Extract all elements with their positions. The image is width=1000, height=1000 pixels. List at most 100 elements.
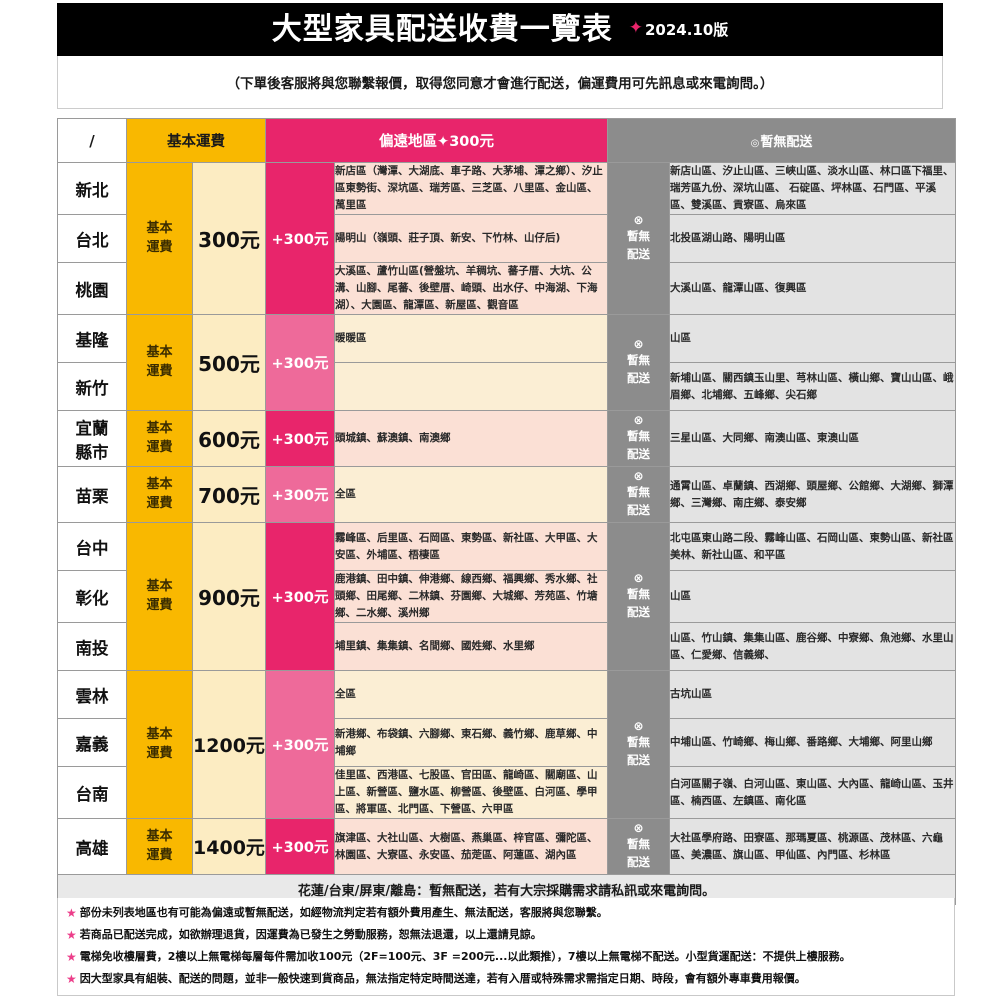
- city-name-cell: 基隆: [57, 314, 127, 363]
- note-text: 部份未列表地區也有可能為偏遠或暫無配送，如經物流判定若有額外費用產生、無法配送，…: [79, 906, 608, 919]
- remote-area-list-cell: 全區: [333, 670, 609, 719]
- star-icon: ★: [66, 971, 77, 986]
- remote-area-list-cell: 頭城鎮、蘇澳鎮、南澳鄉: [333, 410, 609, 467]
- table-row: 新北 基本 運費 300元 +300元 新店區（灣潭、大湖底、車子路、大茅埔、潭之鄉）、汐…: [57, 162, 957, 315]
- table-row: 高雄 基本 運費 1400元 +300元 旗津區、大社山區、大樹區、燕巢區、梓官區、彌陀區…: [57, 818, 957, 875]
- no-delivery-list-cell: 中埔山區、竹崎鄉、梅山鄉、番路鄉、大埔鄉、阿里山鄉: [669, 718, 957, 767]
- table-row: 苗栗 基本 運費 700元 +300元 全區 ⊗ 暫無 配送 通霄山區、卓蘭鎮、西湖鄉、頭屋鄉、公…: [57, 466, 957, 523]
- sparkle-icon: ✦: [628, 18, 643, 38]
- title-bar: 大型家具配送收費一覽表 ✦ 2024.10版: [57, 3, 943, 56]
- base-fee-label-cell: 基本 運費: [126, 466, 193, 523]
- remote-surcharge-cell: +300元: [265, 466, 335, 523]
- notes-block: ★ 部份未列表地區也有可能為偏遠或暫無配送，如經物流判定若有額外費用產生、無法配送…: [57, 898, 955, 996]
- no-delivery-list-cell: 北投區湖山路、陽明山區: [669, 214, 957, 263]
- star-icon: ★: [66, 906, 77, 920]
- no-delivery-text2: 配送: [627, 854, 651, 869]
- city-name-cell: 宜蘭 縣市: [57, 410, 127, 467]
- remote-area-list-cell: 大溪區、蘆竹山區(營盤坑、羊稠坑、蕃子厝、大坑、公溝、山腳、尾蕃、後壁厝、崎頭、…: [333, 262, 609, 315]
- city-name-cell: 台中: [57, 522, 127, 571]
- no-delivery-text2: 配送: [627, 246, 651, 261]
- note-text: 若商品已配送完成，如欲辦理退貨，因運費為已發生之勞動服務，恕無法退還，以上還請見…: [79, 927, 542, 941]
- note-text: 因大型家具有組裝、配送的問題，並非一般快速到貨商品，無法指定特定時間送達，若有入…: [79, 971, 806, 985]
- version-label: 2024.10版: [644, 21, 729, 39]
- subtitle-text: （下單後客服將與您聯繫報價，取得您同意才會進行配送，偏運費用可先訊息或來電詢問。…: [226, 76, 774, 92]
- city-name-cell: 南投: [57, 622, 127, 671]
- no-delivery-list-cell: 山區、竹山鎮、集集山區、鹿谷鄉、中寮鄉、魚池鄉、水里山區、仁愛鄉、信義鄉、: [669, 622, 957, 671]
- base-fee-price-cell: 600元: [192, 410, 266, 467]
- version-badge: ✦ 2024.10版: [629, 19, 729, 40]
- no-delivery-label-cell: ⊗ 暫無 配送: [607, 162, 671, 315]
- no-delivery-list-cell: 三星山區、大同鄉、南澳山區、東澳山區: [669, 410, 957, 467]
- remote-area-list-cell: 旗津區、大社山區、大樹區、燕巢區、梓官區、彌陀區、 林園區、大寮區、永安區、茄萣…: [333, 818, 609, 875]
- table-row: 桃園 大溪區、蘆竹山區(營盤坑、羊稠坑、蕃子厝、大坑、公溝、山腳、尾蕃、後壁厝、崎…: [57, 262, 957, 315]
- no-delivery-list-cell: 山區: [669, 570, 957, 623]
- no-delivery-text2: 配送: [627, 370, 651, 385]
- note-text: 電梯免收樓層費，2樓以上無電梯每層每件需加收100元（2F=100元、3F =2…: [79, 949, 851, 963]
- remote-surcharge-cell: +300元: [265, 314, 335, 411]
- base-fee-label-cell: 基本 運費: [126, 162, 193, 315]
- no-delivery-label-cell: ⊗ 暫無配送: [607, 410, 671, 467]
- city-name-cell: 台北: [57, 214, 127, 263]
- base-fee-price-cell: 300元: [192, 162, 266, 315]
- remote-area-list-cell: 埔里鎮、集集鎮、名間鄉、國姓鄉、水里鄉: [333, 622, 609, 671]
- base-fee-price-cell: 700元: [192, 466, 266, 523]
- city-name-cell: 桃園: [57, 262, 127, 315]
- no-delivery-text2: 配送: [627, 502, 651, 517]
- header-no-delivery: ◎暫無配送: [607, 118, 957, 163]
- base-fee-label-cell: 基本 運費: [126, 522, 193, 671]
- note-item: ★ 電梯免收樓層費，2樓以上無電梯每層每件需加收100元（2F=100元、3F =…: [66, 950, 948, 965]
- no-delivery-text: 暫無: [627, 837, 651, 852]
- city-name-cell: 台南: [57, 766, 127, 819]
- remote-surcharge-cell: +300元: [265, 522, 335, 671]
- header-remote-area: 偏遠地區✦300元: [264, 118, 609, 163]
- no-delivery-mark-icon: ◎: [750, 138, 760, 149]
- no-delivery-circle-icon: ⊗: [633, 413, 644, 428]
- table-row: 南投 埔里鎮、集集鎮、名間鄉、國姓鄉、水里鄉 山區、竹山鎮、集集山區、鹿谷鄉、中寮鄉…: [57, 622, 957, 671]
- base-fee-label-cell: 基本 運費: [126, 818, 193, 875]
- no-delivery-list-cell: 通霄山區、卓蘭鎮、西湖鄉、頭屋鄉、公館鄉、大湖鄉、獅潭鄉、三灣鄉、南庄鄉、泰安鄉: [669, 466, 957, 523]
- city-name-cell: 嘉義: [57, 718, 127, 767]
- table-row: 台南 佳里區、西港區、七股區、官田區、龍崎區、關廟區、山上區、新營區、鹽水區、柳營…: [57, 766, 957, 819]
- fee-table: / 基本運費 偏遠地區✦300元 ◎暫無配送 新北 基本 運費 300元 +300元 新店…: [56, 118, 957, 905]
- remote-area-list-cell: 霧峰區、后里區、石岡區、東勢區、新社區、大甲區、大安區、外埔區、梧棲區: [333, 522, 609, 571]
- base-fee-price-cell: 900元: [192, 522, 266, 671]
- no-delivery-text: 暫無: [627, 587, 651, 602]
- no-delivery-text2: 配送: [627, 446, 651, 461]
- city-name-cell: 高雄: [57, 818, 127, 875]
- base-fee-price-cell: 500元: [192, 314, 266, 411]
- no-delivery-list-cell: 新埔山區、關西鎮玉山里、芎林山區、橫山鄉、寶山山區、峨眉鄉、北埔鄉、五峰鄉、尖石…: [669, 362, 957, 411]
- remote-area-list-cell: 新港鄉、布袋鎮、六腳鄉、東石鄉、義竹鄉、鹿草鄉、中埔鄉: [333, 718, 609, 767]
- no-delivery-text: 暫無: [627, 429, 651, 444]
- no-delivery-label-cell: ⊗ 暫無 配送: [607, 670, 671, 819]
- no-delivery-text: 暫無: [627, 353, 651, 368]
- remote-area-list-cell: 新店區（灣潭、大湖底、車子路、大茅埔、潭之鄉）、汐止區東勢街、深坑區、瑞芳區、三…: [333, 162, 609, 215]
- no-delivery-circle-icon: ⊗: [633, 821, 644, 836]
- table-header: / 基本運費 偏遠地區✦300元 ◎暫無配送: [57, 118, 957, 163]
- no-delivery-text2: 配送: [627, 604, 651, 619]
- table-row: 台北 陽明山（嶺頭、莊子頂、新安、下竹林、山仔后) 北投區湖山路、陽明山區: [57, 214, 957, 263]
- remote-area-list-cell: 佳里區、西港區、七股區、官田區、龍崎區、關廟區、山上區、新營區、鹽水區、柳營區、…: [333, 766, 609, 819]
- table-row: 基隆 基本 運費 500元 +300元 暖暖區 ⊗ 暫無 配送 山區: [57, 314, 957, 411]
- header-no-delivery-label: 暫無配送: [760, 135, 813, 150]
- city-name-cell: 新北: [57, 162, 127, 215]
- no-delivery-list-cell: 大溪山區、龍潭山區、復興區: [669, 262, 957, 315]
- remote-area-list-cell: 陽明山（嶺頭、莊子頂、新安、下竹林、山仔后): [333, 214, 609, 263]
- remote-surcharge-cell: +300元: [265, 670, 335, 819]
- city-name-cell: 雲林: [57, 670, 127, 719]
- no-delivery-list-cell: 新店山區、汐止山區、三峽山區、淡水山區、林口區下福里、瑞芳區九份、深坑山區、 石…: [669, 162, 957, 215]
- header-slash: /: [57, 118, 127, 163]
- no-delivery-text2: 配送: [627, 752, 651, 767]
- base-fee-label-cell: 基本 運費: [126, 670, 193, 819]
- note-item: ★ 若商品已配送完成，如欲辦理退貨，因運費為已發生之勞動服務，恕無法退還，以上還請…: [66, 928, 948, 943]
- no-delivery-text: 暫無: [627, 735, 651, 750]
- base-fee-label-cell: 基本 運費: [126, 314, 193, 411]
- base-fee-label-cell: 基本 運費: [126, 410, 193, 467]
- table-body: 新北 基本 運費 300元 +300元 新店區（灣潭、大湖底、車子路、大茅埔、潭之鄉）、汐…: [56, 162, 957, 905]
- city-name-cell: 新竹: [57, 362, 127, 411]
- base-fee-price-cell: 1400元: [192, 818, 266, 875]
- no-delivery-list-cell: 白河區關子嶺、白河山區、東山區、大內區、龍崎山區、玉井區、楠西區、左鎮區、南化區: [669, 766, 957, 819]
- no-delivery-text: 暫無: [627, 229, 651, 244]
- table-row: 台中 基本 運費 900元 +300元 霧峰區、后里區、石岡區、東勢區、新社區、大甲區、大…: [57, 522, 957, 671]
- no-delivery-list-cell: 大社區學府路、田寮區、那瑪夏區、桃源區、茂林區、六龜區、美濃區、旗山區、甲仙區、…: [669, 818, 957, 875]
